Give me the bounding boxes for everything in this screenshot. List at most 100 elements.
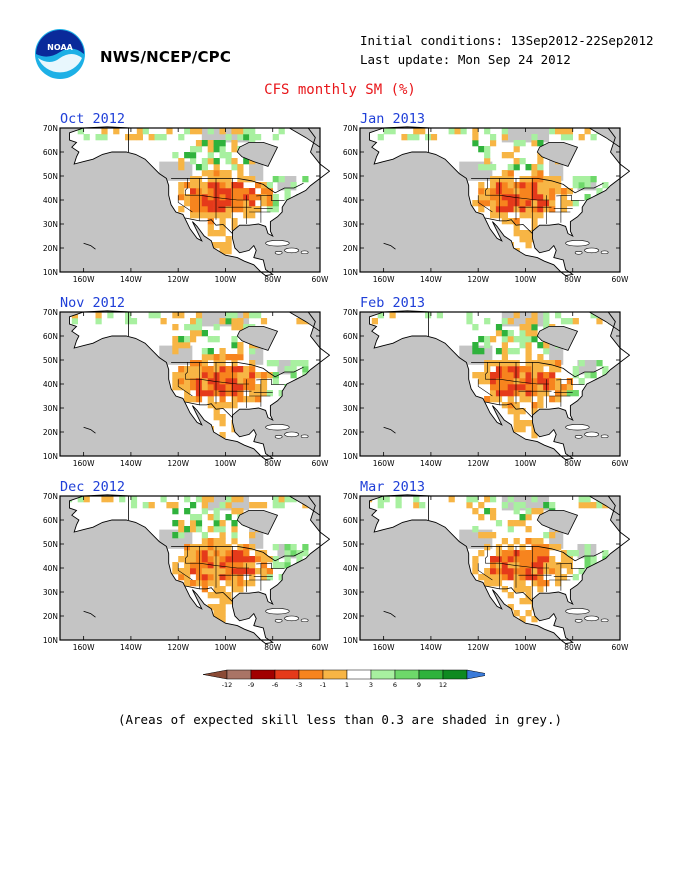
lat-tick-label: 40N (343, 380, 358, 389)
legend-tick-label: -6 (272, 681, 278, 689)
lat-tick-label: 30N (343, 588, 358, 597)
color-legend: -12 -9 -6 -3 -1 1 3 6 9 12 (202, 669, 485, 689)
panel-title-oct-2012: Oct 2012 (60, 111, 126, 127)
lat-tick-label: 70N (43, 492, 58, 501)
map-panel-nov-2012: 70N 60N 50N 40N 30N 20N 10N 160W 140W 120W 100W 80W… (43, 308, 330, 468)
lat-tick-label: 60N (43, 332, 58, 341)
lat-tick-label: 20N (343, 428, 358, 437)
lon-tick-label: 100W (515, 275, 537, 284)
lat-tick-label: 70N (343, 124, 358, 133)
lon-tick-label: 60W (312, 643, 330, 652)
legend-swatch (322, 669, 348, 680)
lon-tick-label: 100W (515, 459, 537, 468)
lat-tick-label: 60N (343, 148, 358, 157)
figure-title: CFS monthly SM (%) (264, 82, 416, 98)
lon-tick-label: 160W (73, 643, 95, 652)
legend-swatch (370, 669, 396, 680)
lat-tick-label: 50N (43, 356, 58, 365)
lon-tick-label: 100W (215, 275, 237, 284)
legend-swatch (418, 669, 444, 680)
lat-tick-label: 40N (43, 564, 58, 573)
lat-tick-label: 20N (43, 428, 58, 437)
svg-text:NOAA: NOAA (47, 43, 73, 52)
lat-tick-label: 40N (343, 196, 358, 205)
lon-tick-label: 120W (467, 643, 489, 652)
legend-swatch (346, 669, 372, 680)
lon-tick-label: 140W (120, 275, 142, 284)
legend-swatch (250, 669, 276, 680)
lon-tick-label: 80W (564, 275, 582, 284)
lon-tick-label: 120W (467, 459, 489, 468)
lat-tick-label: 50N (343, 540, 358, 549)
legend-tick-label: 12 (439, 681, 447, 689)
map-panel-mar-2013: 70N 60N 50N 40N 30N 20N 10N 160W 140W 120W 100W 80W… (343, 492, 630, 652)
legend-tick-label: 9 (417, 681, 421, 689)
lon-tick-label: 140W (420, 275, 442, 284)
legend-tick-label: 1 (345, 681, 349, 689)
lon-tick-label: 160W (73, 459, 95, 468)
lon-tick-label: 80W (564, 643, 582, 652)
lat-tick-label: 70N (343, 308, 358, 317)
lat-tick-label: 20N (43, 612, 58, 621)
lat-tick-label: 50N (343, 356, 358, 365)
legend-swatch (394, 669, 420, 680)
lon-tick-label: 120W (167, 275, 189, 284)
map-panel-oct-2012: 70N 60N 50N 40N 30N 20N 10N 160W 140W 120W 100W 80W… (43, 124, 330, 284)
initial-conditions: Initial conditions: 13Sep2012-22Sep2012 (360, 33, 654, 48)
lon-tick-label: 140W (120, 459, 142, 468)
lat-tick-label: 30N (343, 404, 358, 413)
panel-title-mar-2013: Mar 2013 (360, 479, 426, 495)
lat-tick-label: 10N (43, 636, 58, 645)
legend-tick-label: -3 (296, 681, 302, 689)
lat-tick-label: 50N (343, 172, 358, 181)
map-panel-jan-2013: 70N 60N 50N 40N 30N 20N 10N 160W 140W 120W 100W 80W… (343, 124, 630, 284)
lon-tick-label: 160W (73, 275, 95, 284)
legend-swatch (442, 669, 468, 680)
agency-name: NWS/NCEP/CPC (100, 48, 232, 66)
lat-tick-label: 70N (43, 124, 58, 133)
lat-tick-label: 70N (43, 308, 58, 317)
lat-tick-label: 40N (43, 196, 58, 205)
panel-title-jan-2013: Jan 2013 (360, 111, 426, 127)
last-update: Last update: Mon Sep 24 2012 (360, 52, 571, 67)
legend-swatch (274, 669, 300, 680)
lat-tick-label: 20N (43, 244, 58, 253)
lat-tick-label: 60N (43, 516, 58, 525)
lat-tick-label: 20N (343, 612, 358, 621)
lon-tick-label: 100W (515, 643, 537, 652)
legend-tick-label: -1 (320, 681, 326, 689)
map-panel-dec-2012: 70N 60N 50N 40N 30N 20N 10N 160W 140W 120W 100W 80W… (43, 492, 330, 652)
legend-tick-label: 6 (393, 681, 397, 689)
footnote: (Areas of expected skill less than 0.3 a… (117, 712, 562, 727)
legend-swatch (226, 669, 252, 680)
lat-tick-label: 10N (343, 452, 358, 461)
legend-tick-label: -9 (248, 681, 254, 689)
lat-tick-label: 10N (343, 268, 358, 277)
lon-tick-label: 120W (467, 275, 489, 284)
lat-tick-label: 30N (343, 220, 358, 229)
noaa-logo: NOAA (35, 29, 85, 79)
lat-tick-label: 30N (43, 404, 58, 413)
lat-tick-label: 40N (43, 380, 58, 389)
legend-tick-label: -12 (222, 681, 233, 689)
lat-tick-label: 10N (43, 452, 58, 461)
legend-swatch (298, 669, 324, 680)
lon-tick-label: 60W (612, 275, 630, 284)
panel-title-nov-2012: Nov 2012 (60, 295, 126, 311)
lon-tick-label: 160W (373, 459, 395, 468)
lat-tick-label: 20N (343, 244, 358, 253)
lon-tick-label: 120W (167, 459, 189, 468)
panel-title-feb-2013: Feb 2013 (360, 295, 426, 311)
lat-tick-label: 10N (43, 268, 58, 277)
lat-tick-label: 60N (343, 332, 358, 341)
lon-tick-label: 80W (264, 275, 282, 284)
lon-tick-label: 140W (420, 459, 442, 468)
lon-tick-label: 160W (373, 643, 395, 652)
lon-tick-label: 100W (215, 459, 237, 468)
lat-tick-label: 30N (43, 588, 58, 597)
lon-tick-label: 60W (612, 643, 630, 652)
lon-tick-label: 60W (312, 275, 330, 284)
lat-tick-label: 10N (343, 636, 358, 645)
lon-tick-label: 140W (120, 643, 142, 652)
lon-tick-label: 160W (373, 275, 395, 284)
